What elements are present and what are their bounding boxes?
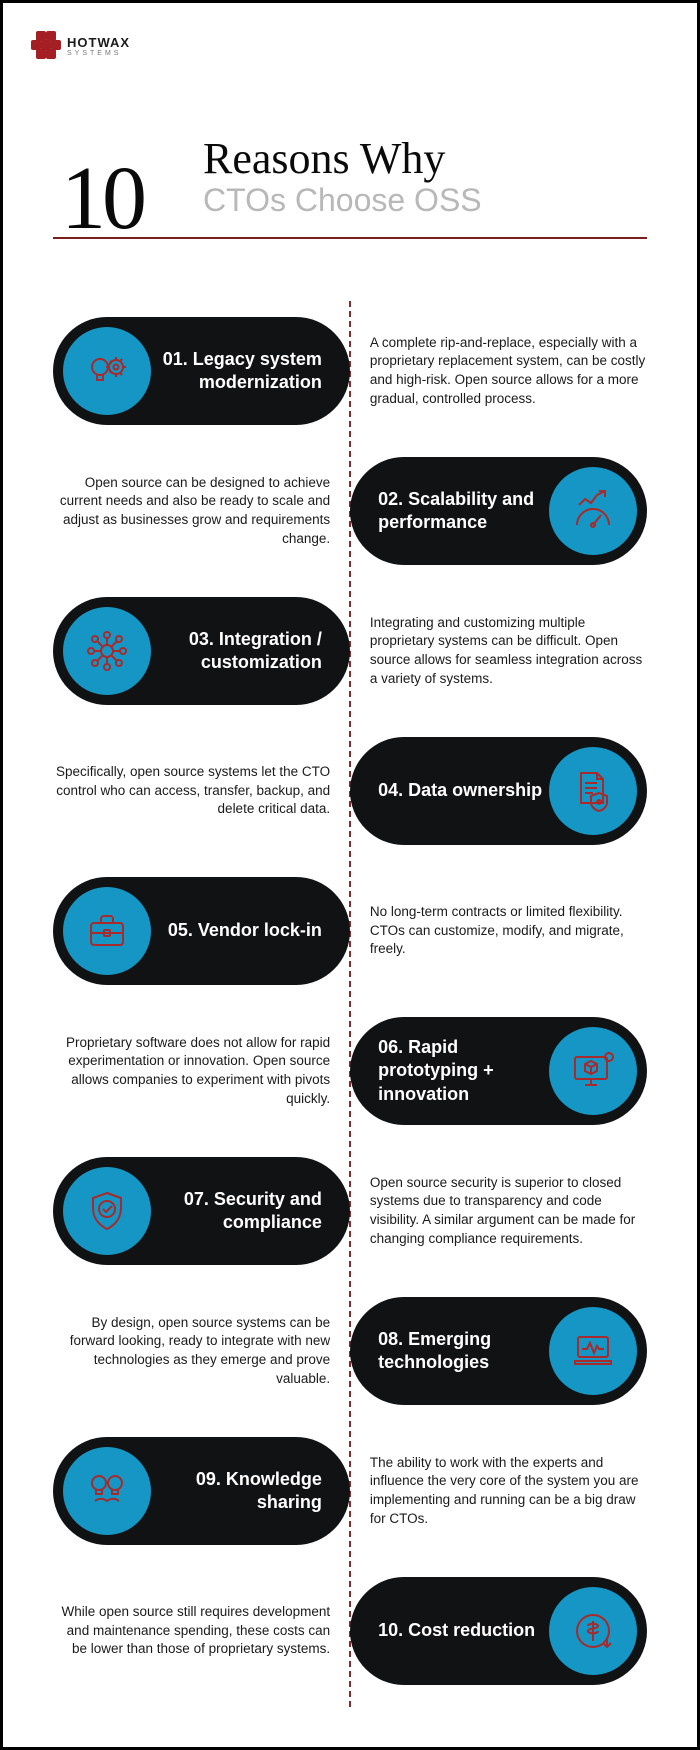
reason-row: Open source can be designed to achieve c…: [53, 441, 647, 581]
reason-description: Open source security is superior to clos…: [370, 1174, 647, 1249]
reason-row: By design, open source systems can be fo…: [53, 1281, 647, 1421]
reason-title: 07. Security and compliance: [147, 1188, 322, 1234]
reason-title: 08. Emerging technologies: [378, 1328, 553, 1374]
reason-title: 01. Legacy system modernization: [147, 348, 322, 394]
lightbulb-gear-icon: [63, 327, 151, 415]
reason-pill: 03. Integration / customization: [53, 597, 350, 705]
briefcase-icon: [63, 887, 151, 975]
laptop-pulse-icon: [549, 1307, 637, 1395]
reason-pill: 09. Knowledge sharing: [53, 1437, 350, 1545]
logo-mark: [31, 31, 61, 61]
reason-row: 07. Security and compliance Open source s…: [53, 1141, 647, 1281]
reason-title: 05. Vendor lock-in: [147, 919, 322, 942]
reasons-list: 01. Legacy system modernization A complet…: [53, 301, 647, 1717]
gauge-graph-icon: [549, 467, 637, 555]
dollar-down-icon: [549, 1587, 637, 1675]
reason-row: 05. Vendor lock-in No long-term contracts…: [53, 861, 647, 1001]
brand-name: HOTWAX: [67, 36, 130, 49]
header-number: 10: [61, 147, 143, 250]
reason-pill: 07. Security and compliance: [53, 1157, 350, 1265]
reason-row: 03. Integration / customization Integrati…: [53, 581, 647, 721]
reason-description: Proprietary software does not allow for …: [53, 1034, 330, 1109]
reason-row: Specifically, open source systems let th…: [53, 721, 647, 861]
reason-pill: 05. Vendor lock-in: [53, 877, 350, 985]
reason-pill: 10. Cost reduction: [350, 1577, 647, 1685]
reason-description: While open source still requires develop…: [53, 1603, 330, 1659]
reason-row: Proprietary software does not allow for …: [53, 1001, 647, 1141]
reason-row: 01. Legacy system modernization A complet…: [53, 301, 647, 441]
brand-sub: SYSTEMS: [67, 50, 130, 57]
monitor-cube-icon: [549, 1027, 637, 1115]
reason-description: A complete rip-and-replace, especially w…: [370, 334, 647, 409]
reason-description: Open source can be designed to achieve c…: [53, 474, 330, 549]
reason-pill: 08. Emerging technologies: [350, 1297, 647, 1405]
network-gear-icon: [63, 607, 151, 695]
document-shield-icon: [549, 747, 637, 835]
header-title-2: CTOs Choose OSS: [203, 182, 647, 219]
reason-title: 06. Rapid prototyping + innovation: [378, 1036, 553, 1105]
reason-description: No long-term contracts or limited flexib…: [370, 903, 647, 959]
handshake-bulb-icon: [63, 1447, 151, 1535]
reason-title: 02. Scalability and performance: [378, 488, 553, 534]
reason-pill: 04. Data ownership: [350, 737, 647, 845]
reason-description: Integrating and customizing multiple pro…: [370, 614, 647, 689]
page-header: 10 Reasons Why CTOs Choose OSS: [53, 133, 647, 239]
reason-pill: 06. Rapid prototyping + innovation: [350, 1017, 647, 1125]
reason-title: 03. Integration / customization: [147, 628, 322, 674]
reason-row: While open source still requires develop…: [53, 1561, 647, 1701]
reason-row: 09. Knowledge sharing The ability to work…: [53, 1421, 647, 1561]
reason-description: By design, open source systems can be fo…: [53, 1314, 330, 1389]
reason-title: 04. Data ownership: [378, 779, 553, 802]
shield-check-icon: [63, 1167, 151, 1255]
header-title-1: Reasons Why: [203, 133, 647, 184]
reason-description: Specifically, open source systems let th…: [53, 763, 330, 819]
reason-pill: 02. Scalability and performance: [350, 457, 647, 565]
reason-title: 09. Knowledge sharing: [147, 1468, 322, 1514]
reason-pill: 01. Legacy system modernization: [53, 317, 350, 425]
reason-title: 10. Cost reduction: [378, 1619, 553, 1642]
reason-description: The ability to work with the experts and…: [370, 1454, 647, 1529]
brand-logo: HOTWAX SYSTEMS: [31, 31, 130, 61]
